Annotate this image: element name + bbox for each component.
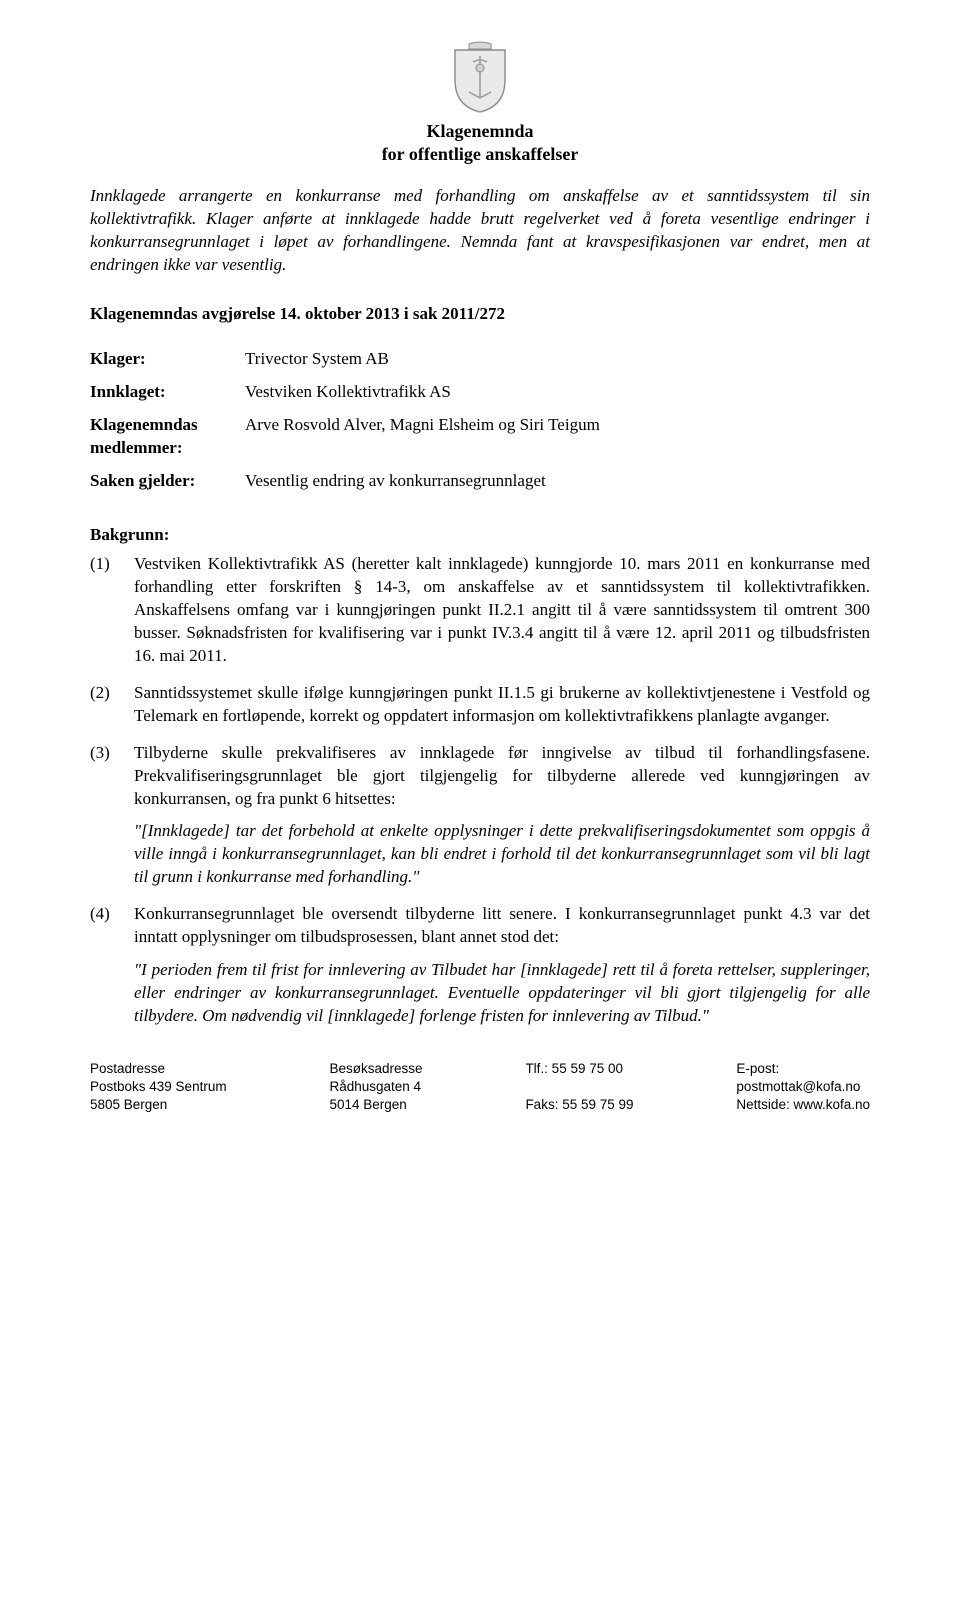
footer-email-l2: Nettside: www.kofa.no bbox=[736, 1096, 870, 1114]
paragraph-1-num: (1) bbox=[90, 553, 134, 668]
footer-post-head: Postadresse bbox=[90, 1060, 227, 1078]
footer-col-email: E-post: postmottak@kofa.no Nettside: www… bbox=[736, 1060, 870, 1115]
paragraph-3-quote: "[Innklagede] tar det forbehold at enkel… bbox=[134, 820, 870, 889]
decision-line: Klagenemndas avgjørelse 14. oktober 2013… bbox=[90, 303, 870, 326]
paragraph-3-num: (3) bbox=[90, 742, 134, 890]
paragraph-2-num: (2) bbox=[90, 682, 134, 728]
footer-visit-l2: 5014 Bergen bbox=[329, 1096, 422, 1114]
paragraph-2: (2) Sanntidssystemet skulle ifølge kunng… bbox=[90, 682, 870, 728]
paragraph-4-quote: "I perioden frem til frist for innleveri… bbox=[134, 959, 870, 1028]
footer-phone-l2: Faks: 55 59 75 99 bbox=[525, 1096, 633, 1114]
footer-col-post: Postadresse Postboks 439 Sentrum 5805 Be… bbox=[90, 1060, 227, 1115]
saken-value: Vesentlig endring av konkurransegrunnlag… bbox=[245, 465, 600, 498]
footer-post-l2: 5805 Bergen bbox=[90, 1096, 227, 1114]
footer-phone-l1: Tlf.: 55 59 75 00 bbox=[525, 1060, 633, 1078]
paragraph-4-num: (4) bbox=[90, 903, 134, 1028]
klager-label: Klager: bbox=[90, 343, 245, 376]
footer-post-l1: Postboks 439 Sentrum bbox=[90, 1078, 227, 1096]
page-footer: Postadresse Postboks 439 Sentrum 5805 Be… bbox=[90, 1060, 870, 1115]
medlemmer-value: Arve Rosvold Alver, Magni Elsheim og Sir… bbox=[245, 409, 600, 465]
paragraph-4-body: Konkurransegrunnlaget ble oversendt tilb… bbox=[134, 904, 870, 946]
bakgrunn-heading: Bakgrunn: bbox=[90, 524, 870, 547]
intro-paragraph: Innklagede arrangerte en konkurranse med… bbox=[90, 185, 870, 277]
footer-visit-l1: Rådhusgaten 4 bbox=[329, 1078, 422, 1096]
saken-label: Saken gjelder: bbox=[90, 465, 245, 498]
header-title: Klagenemnda for offentlige anskaffelser bbox=[90, 120, 870, 167]
paragraph-2-body: Sanntidssystemet skulle ifølge kunngjøri… bbox=[134, 682, 870, 728]
innklaget-label: Innklaget: bbox=[90, 376, 245, 409]
case-meta-table: Klager: Trivector System AB Innklaget: V… bbox=[90, 343, 600, 498]
header-line-2: for offentlige anskaffelser bbox=[90, 143, 870, 166]
footer-visit-head: Besøksadresse bbox=[329, 1060, 422, 1078]
coat-of-arms-icon bbox=[449, 40, 511, 114]
innklaget-value: Vestviken Kollektivtrafikk AS bbox=[245, 376, 600, 409]
paragraph-1: (1) Vestviken Kollektivtrafikk AS (heret… bbox=[90, 553, 870, 668]
header-line-1: Klagenemnda bbox=[90, 120, 870, 143]
footer-col-phone: Tlf.: 55 59 75 00 Faks: 55 59 75 99 bbox=[525, 1060, 633, 1115]
footer-email-l1: postmottak@kofa.no bbox=[736, 1078, 870, 1096]
medlemmer-label: Klagenemndas medlemmer: bbox=[90, 409, 245, 465]
klager-value: Trivector System AB bbox=[245, 343, 600, 376]
paragraph-4: (4) Konkurransegrunnlaget ble oversendt … bbox=[90, 903, 870, 1028]
paragraph-1-body: Vestviken Kollektivtrafikk AS (heretter … bbox=[134, 553, 870, 668]
footer-col-visit: Besøksadresse Rådhusgaten 4 5014 Bergen bbox=[329, 1060, 422, 1115]
paragraph-3-body: Tilbyderne skulle prekvalifiseres av inn… bbox=[134, 743, 870, 808]
footer-email-head: E-post: bbox=[736, 1060, 870, 1078]
paragraph-3: (3) Tilbyderne skulle prekvalifiseres av… bbox=[90, 742, 870, 890]
